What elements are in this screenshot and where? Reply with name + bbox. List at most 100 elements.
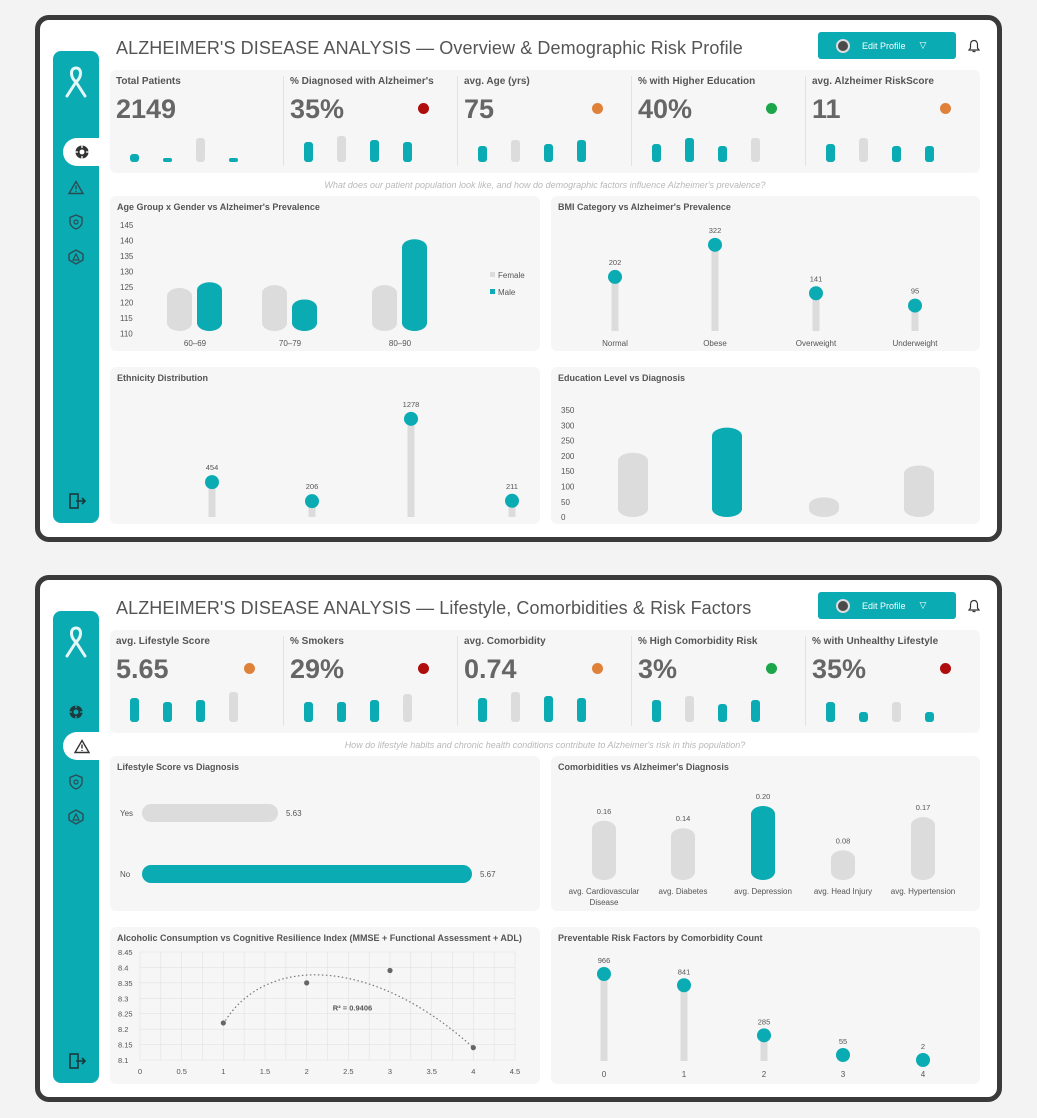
stem-bar: [407, 418, 415, 517]
mini-bar: [196, 700, 205, 722]
mini-bar: [403, 142, 412, 162]
preventable-panel: Preventable Risk Factors by Comorbidity …: [551, 927, 980, 1084]
mini-bar: [163, 158, 172, 162]
age-gender-panel: Age Group x Gender vs Alzheimer's Preval…: [110, 196, 540, 351]
kpi-card: % High Comorbidity Risk 3%: [632, 630, 806, 733]
y-tick-label: 300: [561, 421, 575, 430]
mini-bar: [130, 154, 139, 162]
y-tick-label: 150: [561, 467, 575, 476]
y-tick-label: 120: [120, 299, 134, 308]
comorbidities-chart: 0.16 avg. Cardiovascular Disease 0.14 avg. D…: [569, 792, 956, 907]
ethnicity-panel: Ethnicity Distribution 454African Americ…: [110, 367, 540, 524]
divider: [805, 636, 806, 726]
sidebar: [53, 51, 101, 523]
legend-swatch-female: [490, 272, 495, 277]
chart-title: Preventable Risk Factors by Comorbidity …: [558, 933, 763, 943]
status-dot: [766, 103, 777, 114]
bar: [911, 817, 935, 880]
edit-profile-button[interactable]: Edit Profile ▽: [818, 32, 956, 59]
data-label: 211: [506, 482, 518, 491]
bmi-panel: BMI Category vs Alzheimer's Prevalence 2…: [551, 196, 980, 351]
data-point: [305, 494, 319, 509]
warning-icon: [74, 738, 90, 753]
mini-bar: [652, 144, 661, 162]
bar: [904, 465, 934, 517]
mini-bar: [337, 136, 346, 162]
status-dot: [940, 663, 951, 674]
bar-female: [372, 285, 397, 331]
kpi-label: Total Patients: [116, 76, 181, 87]
nav-protection-button[interactable]: [62, 211, 90, 233]
kpi-label: avg. Age (yrs): [464, 76, 530, 87]
data-point: [205, 475, 219, 490]
nav-alerts-button[interactable]: [62, 246, 90, 268]
data-label: 206: [306, 482, 319, 491]
y-tick-label: 8.1: [118, 1056, 128, 1065]
mini-bar: [892, 702, 901, 722]
page-title: ALZHEIMER'S DISEASE ANALYSIS — Overview …: [116, 38, 743, 58]
r-squared-annotation: R² = 0.9406: [333, 1003, 372, 1012]
mini-bar: [718, 704, 727, 722]
kpi-label: avg. Comorbidity: [464, 636, 546, 647]
avatar: [836, 38, 850, 53]
x-tick-label: 3: [841, 1070, 846, 1079]
section-question: What does our patient population look li…: [324, 180, 766, 190]
logout-icon[interactable]: [67, 491, 87, 511]
status-dot: [592, 103, 603, 114]
nav-risk-factors-button[interactable]: [62, 176, 90, 198]
data-label: 0.16: [597, 807, 612, 816]
scatter-point: [304, 980, 310, 986]
legend-label: Female: [498, 271, 525, 280]
stem-bar: [812, 293, 820, 331]
nav-overview-button[interactable]: [63, 138, 101, 166]
notification-bell-icon[interactable]: [968, 39, 980, 53]
status-dot: [418, 663, 429, 674]
avatar: [836, 598, 850, 613]
x-tick-label: avg. Cardiovascular: [569, 887, 640, 896]
shield-icon: [69, 214, 83, 230]
mini-bar: [403, 694, 412, 722]
data-label: 2: [921, 1042, 925, 1051]
y-tick-label: 8.15: [118, 1041, 133, 1050]
y-tick-label: 250: [561, 437, 575, 446]
edit-profile-button[interactable]: Edit Profile ▽: [818, 592, 956, 619]
y-tick-label: 125: [120, 283, 134, 292]
chart-title: Comorbidities vs Alzheimer's Diagnosis: [558, 762, 729, 772]
bar-male: [402, 239, 427, 331]
nav-overview-button[interactable]: [62, 701, 90, 723]
x-tick-label: avg. Head Injury: [814, 887, 872, 896]
dashboard-icon: [69, 705, 83, 719]
nav-protection-button[interactable]: [62, 771, 90, 793]
status-dot: [940, 103, 951, 114]
nav-risk-factors-button[interactable]: [63, 732, 101, 760]
x-tick-label: 4: [921, 1070, 926, 1079]
data-point: [836, 1048, 850, 1062]
chart-title: BMI Category vs Alzheimer's Prevalence: [558, 202, 731, 212]
x-tick-label: 70–79: [279, 339, 302, 348]
mini-bar: [229, 158, 238, 162]
kpi-row: Total Patients 2149 % Diagnosed with Alzhe…: [110, 70, 980, 173]
bar-female: [167, 287, 192, 331]
age-gender-chart: 145 140 135 130 125 120 115 110 60–69 70–79 80–90 F…: [120, 221, 525, 348]
chart-title: Education Level vs Diagnosis: [558, 373, 686, 383]
data-label: 95: [911, 287, 919, 296]
awareness-ribbon-icon: [65, 66, 87, 98]
kpi-card: % with Unhealthy Lifestyle 35%: [806, 630, 980, 733]
logout-icon[interactable]: [67, 1051, 87, 1071]
bar: [712, 427, 742, 517]
y-tick-label: 8.35: [118, 979, 133, 988]
divider: [631, 76, 632, 166]
data-label: 202: [609, 258, 622, 267]
kpi-value: 35%: [290, 94, 345, 124]
y-tick-label: 135: [120, 252, 134, 261]
kpi-value: 40%: [638, 94, 693, 124]
notification-bell-icon[interactable]: [968, 599, 980, 613]
data-label: 0.08: [836, 836, 851, 845]
nav-alerts-button[interactable]: [62, 806, 90, 828]
stem-bar: [208, 482, 216, 517]
divider: [283, 636, 284, 726]
y-tick-label: 8.4: [118, 963, 128, 972]
mini-bar: [130, 698, 139, 722]
ethnicity-chart: 454African American206Asian1278Caucasian…: [205, 400, 519, 517]
x-tick-label: 1: [221, 1067, 225, 1076]
